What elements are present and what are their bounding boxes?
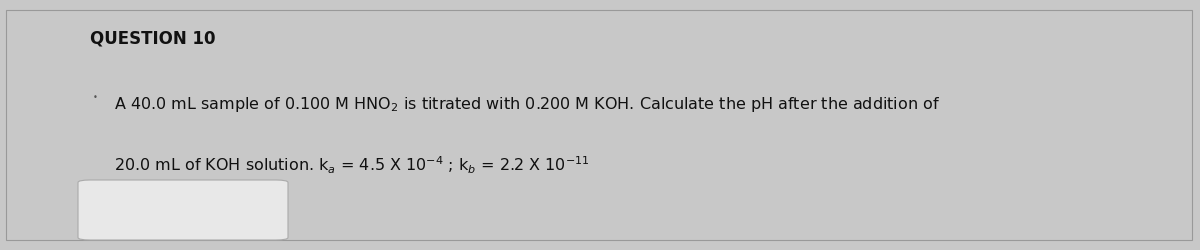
Text: A 40.0 mL sample of 0.100 M HNO$_2$ is titrated with 0.200 M KOH. Calculate the : A 40.0 mL sample of 0.100 M HNO$_2$ is t…: [114, 95, 940, 114]
Text: •: •: [92, 92, 97, 102]
FancyBboxPatch shape: [78, 180, 288, 240]
Text: 20.0 mL of KOH solution. k$_{a}$ = 4.5 X 10$^{-4}$ ; k$_{b}$ = 2.2 X 10$^{-11}$: 20.0 mL of KOH solution. k$_{a}$ = 4.5 X…: [114, 155, 589, 176]
FancyBboxPatch shape: [6, 10, 1192, 240]
Text: QUESTION 10: QUESTION 10: [90, 30, 216, 48]
